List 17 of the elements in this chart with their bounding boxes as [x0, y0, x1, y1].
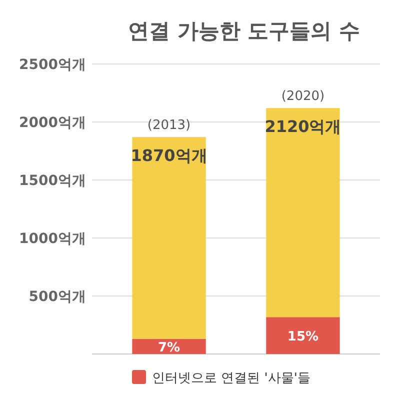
annotation: 15%	[287, 330, 319, 345]
x-tick-label: (2020)	[281, 89, 325, 104]
total-label: 1870억개	[130, 146, 208, 166]
total-label: 2120억개	[264, 117, 342, 136]
x-tick-label: (2013)	[147, 118, 191, 134]
legend-label: 인터넷으로 연결된 '사물'들	[152, 371, 310, 386]
bar	[266, 108, 340, 318]
bar	[132, 137, 206, 339]
y-tick-label: 1500억개	[19, 173, 86, 189]
bar	[266, 317, 340, 354]
bar	[132, 338, 206, 354]
chart-title: 연결 가능한 도구들의 수	[128, 19, 360, 43]
y-tick-label: 2500억개	[19, 57, 86, 73]
y-tick-label: 2000억개	[19, 115, 86, 131]
y-tick-label: 1000억개	[19, 231, 86, 247]
annotation: 7%	[158, 340, 180, 356]
y-tick-label: 500억개	[28, 289, 86, 305]
